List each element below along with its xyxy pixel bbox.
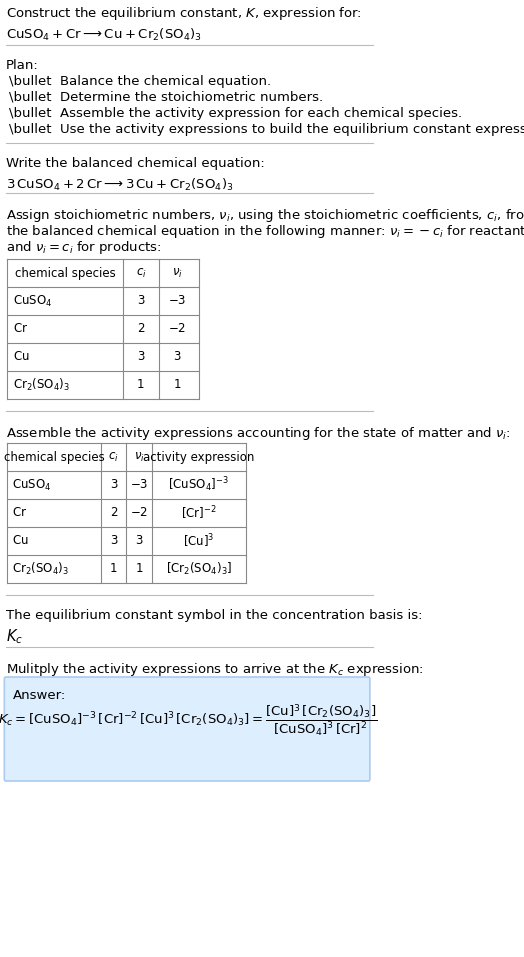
Text: $-3$: $-3$ [130,478,148,492]
Text: $\nu_i$: $\nu_i$ [134,451,145,463]
Text: $\mathrm{Cr_2(SO_4)_3}$: $\mathrm{Cr_2(SO_4)_3}$ [13,377,70,393]
Text: $\mathrm{CuSO_4}$: $\mathrm{CuSO_4}$ [12,478,51,493]
Text: $\mathrm{3\, CuSO_4 + 2\, Cr \longrightarrow 3\, Cu + Cr_2(SO_4)_3}$: $\mathrm{3\, CuSO_4 + 2\, Cr \longrighta… [6,177,233,193]
Text: 3: 3 [137,295,145,307]
Text: \bullet  Assemble the activity expression for each chemical species.: \bullet Assemble the activity expression… [9,107,462,120]
Text: $\mathrm{Cr_2(SO_4)_3}$: $\mathrm{Cr_2(SO_4)_3}$ [12,561,69,577]
Text: activity expression: activity expression [143,451,254,463]
Text: $\mathrm{Cu}$: $\mathrm{Cu}$ [12,535,28,547]
Text: $[\mathrm{Cr}]^{-2}$: $[\mathrm{Cr}]^{-2}$ [181,504,216,522]
Text: 1: 1 [135,563,143,575]
Text: 2: 2 [137,323,145,336]
Text: $[\mathrm{Cr_2(SO_4)_3}]$: $[\mathrm{Cr_2(SO_4)_3}]$ [166,561,232,577]
Text: Answer:: Answer: [13,689,66,702]
Text: Mulitply the activity expressions to arrive at the $K_c$ expression:: Mulitply the activity expressions to arr… [6,661,423,678]
Text: $c_i$: $c_i$ [108,451,119,463]
Text: 3: 3 [110,535,117,547]
FancyBboxPatch shape [4,677,370,781]
Text: Assemble the activity expressions accounting for the state of matter and $\nu_i$: Assemble the activity expressions accoun… [6,425,510,442]
Text: 3: 3 [135,535,143,547]
Text: 3: 3 [173,350,181,364]
Text: 3: 3 [137,350,145,364]
Text: $[\mathrm{CuSO_4}]^{-3}$: $[\mathrm{CuSO_4}]^{-3}$ [168,476,229,495]
Text: chemical species: chemical species [4,451,105,463]
Text: $\mathrm{Cu}$: $\mathrm{Cu}$ [13,350,29,364]
Text: and $\nu_i = c_i$ for products:: and $\nu_i = c_i$ for products: [6,239,161,256]
Text: $\mathrm{Cr}$: $\mathrm{Cr}$ [13,323,28,336]
Text: $c_i$: $c_i$ [136,266,146,279]
Text: $K_c = [\mathrm{CuSO_4}]^{-3}\,[\mathrm{Cr}]^{-2}\,[\mathrm{Cu}]^3\,[\mathrm{Cr_: $K_c = [\mathrm{CuSO_4}]^{-3}\,[\mathrm{… [0,703,377,739]
Text: The equilibrium constant symbol in the concentration basis is:: The equilibrium constant symbol in the c… [6,609,422,622]
Text: 2: 2 [110,506,117,520]
Text: $-2$: $-2$ [130,506,148,520]
Text: $[\mathrm{Cu}]^3$: $[\mathrm{Cu}]^3$ [183,532,214,549]
Text: $\mathrm{CuSO_4 + Cr \longrightarrow Cu + Cr_2(SO_4)_3}$: $\mathrm{CuSO_4 + Cr \longrightarrow Cu … [6,27,202,43]
Text: $-2$: $-2$ [168,323,186,336]
Text: $\mathrm{Cr}$: $\mathrm{Cr}$ [12,506,27,520]
Text: \bullet  Determine the stoichiometric numbers.: \bullet Determine the stoichiometric num… [9,91,323,104]
Text: \bullet  Balance the chemical equation.: \bullet Balance the chemical equation. [9,75,271,88]
Text: chemical species: chemical species [15,266,115,279]
Text: $\mathrm{CuSO_4}$: $\mathrm{CuSO_4}$ [13,294,52,308]
Text: $\nu_i$: $\nu_i$ [171,266,182,279]
Text: 3: 3 [110,478,117,492]
Text: Construct the equilibrium constant, $K$, expression for:: Construct the equilibrium constant, $K$,… [6,5,362,22]
Text: 1: 1 [110,563,117,575]
Text: 1: 1 [137,379,145,391]
Text: Plan:: Plan: [6,59,39,72]
Text: $K_c$: $K_c$ [6,627,23,646]
Text: \bullet  Use the activity expressions to build the equilibrium constant expressi: \bullet Use the activity expressions to … [9,123,524,136]
Text: Assign stoichiometric numbers, $\nu_i$, using the stoichiometric coefficients, $: Assign stoichiometric numbers, $\nu_i$, … [6,207,524,224]
Text: 1: 1 [173,379,181,391]
Text: the balanced chemical equation in the following manner: $\nu_i = -c_i$ for react: the balanced chemical equation in the fo… [6,223,524,240]
Text: Write the balanced chemical equation:: Write the balanced chemical equation: [6,157,265,170]
Text: $-3$: $-3$ [168,295,186,307]
